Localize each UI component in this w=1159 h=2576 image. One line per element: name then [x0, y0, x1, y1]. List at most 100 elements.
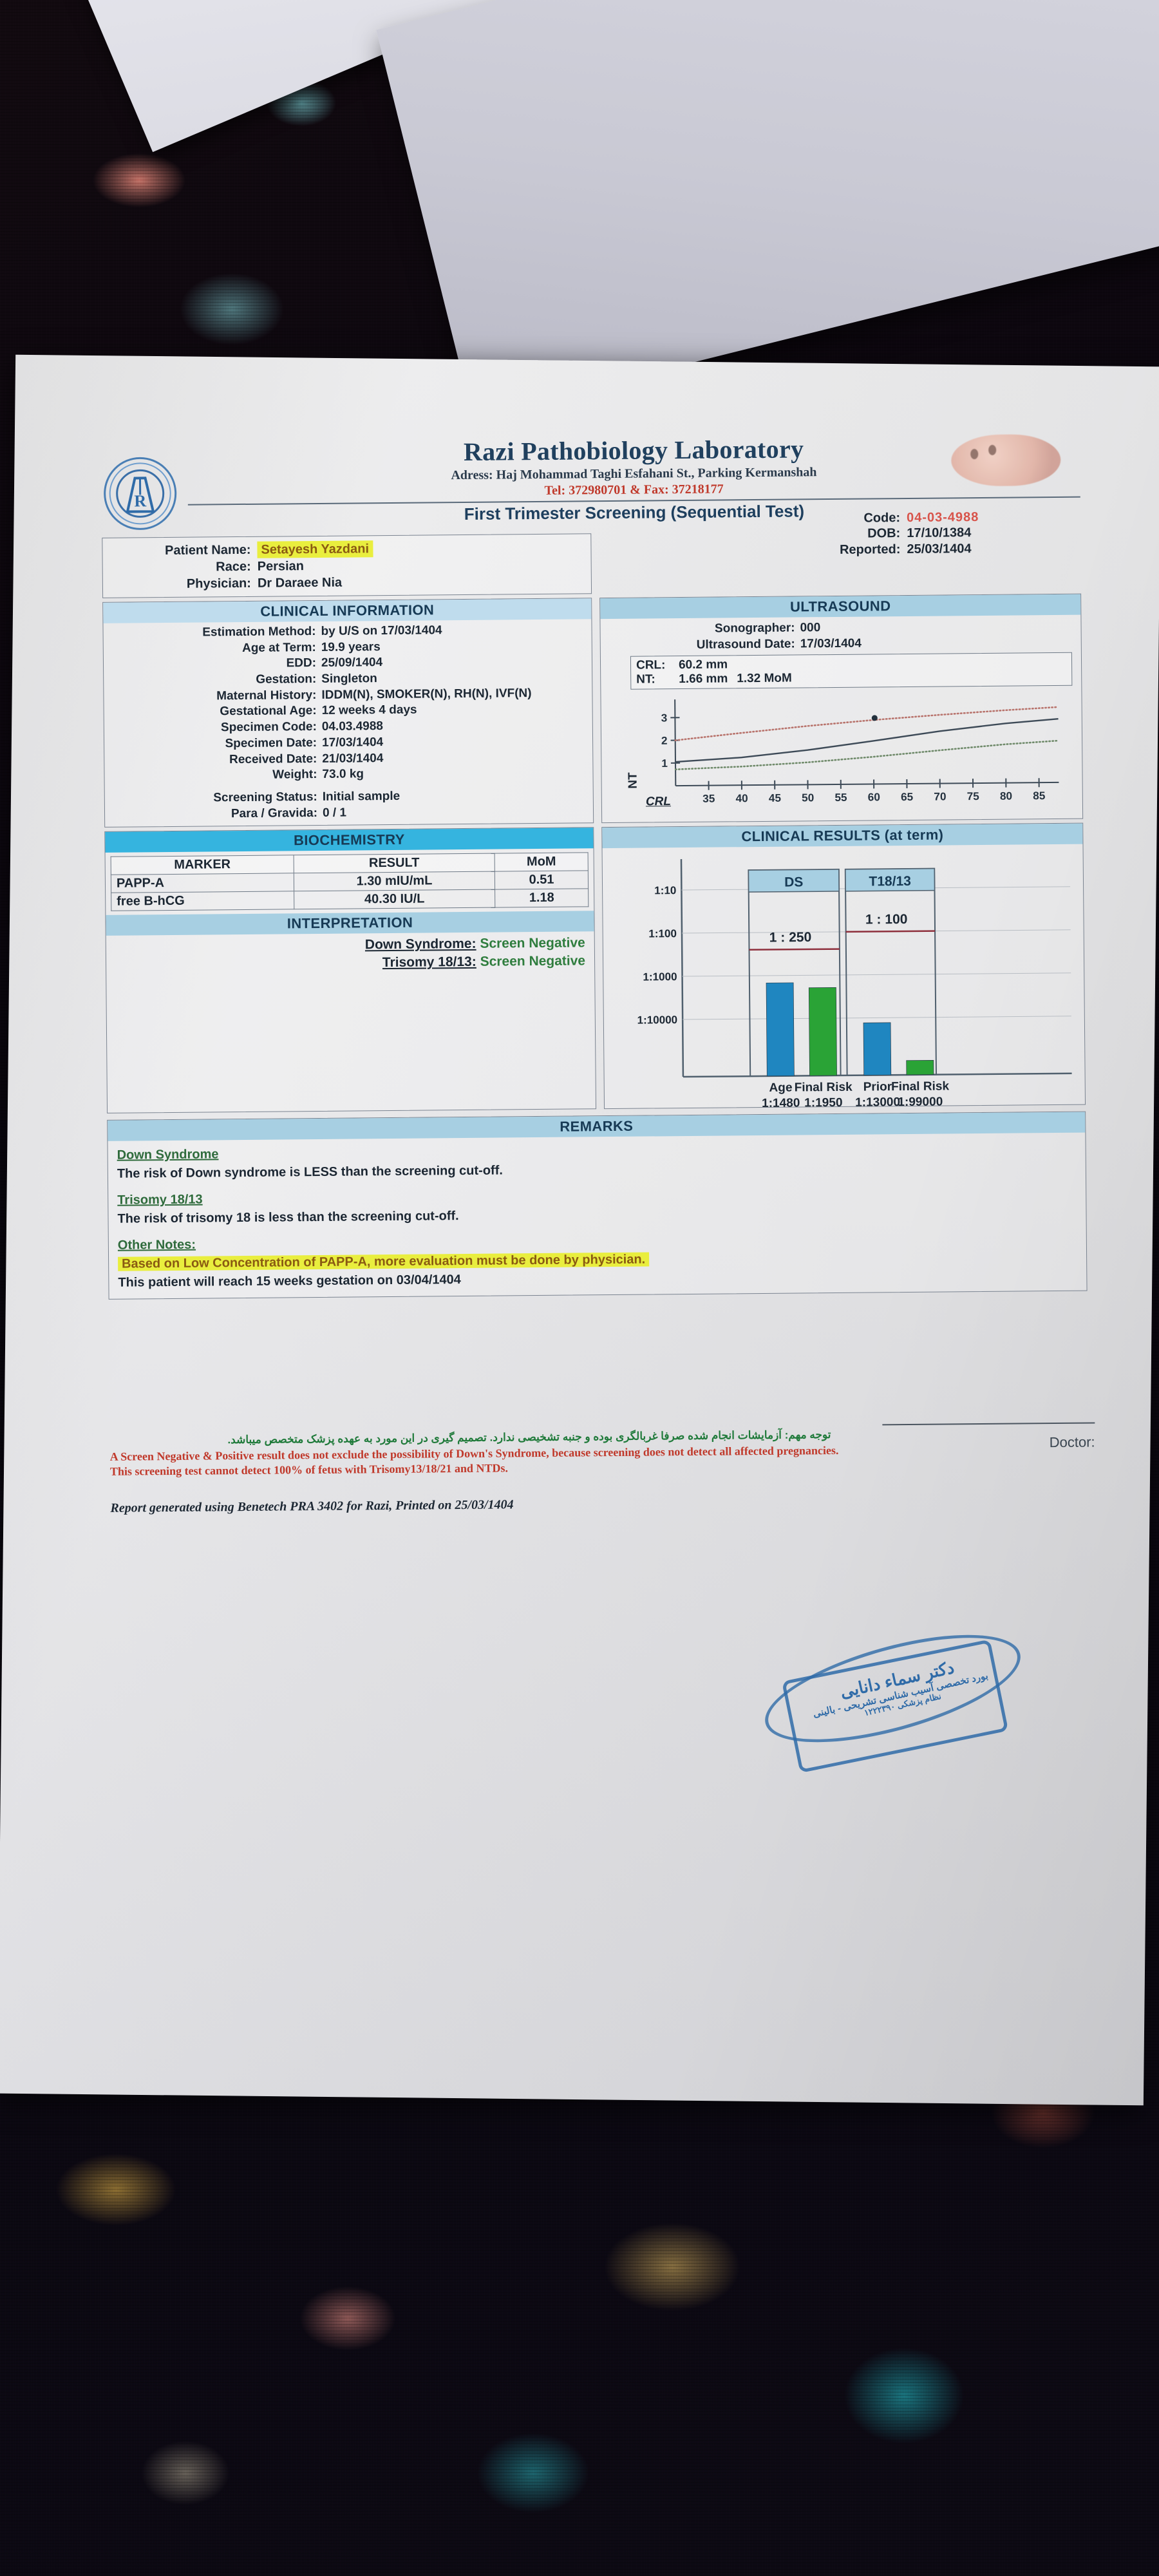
footer-generated-note: Report generated using Benetech PRA 3402… — [110, 1497, 514, 1516]
svg-text:1 : 250: 1 : 250 — [769, 930, 812, 945]
svg-text:60: 60 — [868, 791, 880, 804]
physician-value: Dr Daraee Nia — [257, 575, 343, 591]
specimen-code-value: 04.03.4988 — [321, 719, 384, 734]
clinical-results-header: CLINICAL RESULTS (at term) — [602, 823, 1083, 849]
interpretation-down-syndrome: Down Syndrome: Screen Negative — [115, 936, 585, 955]
age-at-term-value: 19.9 years — [321, 639, 381, 654]
para-gravida-value: 0 / 1 — [322, 806, 347, 820]
estimation-method-value: by U/S on 17/03/1404 — [321, 623, 442, 638]
svg-text:3: 3 — [661, 712, 668, 724]
gestational-age-label: Gestational Age: — [220, 704, 317, 719]
sonographer-value: 000 — [800, 621, 821, 635]
svg-text:85: 85 — [1033, 790, 1046, 802]
svg-text:1:1950: 1:1950 — [804, 1096, 842, 1110]
marker-result: 1.30 mIU/mL — [294, 871, 495, 892]
svg-text:2: 2 — [661, 735, 668, 747]
svg-text:DS: DS — [784, 875, 803, 890]
svg-text:45: 45 — [769, 792, 782, 804]
code-row: Code: 04-03-4988 — [804, 509, 1080, 527]
dob-value: 17/10/1384 — [907, 526, 972, 541]
specimen-date-value: 17/03/1404 — [321, 735, 384, 750]
svg-text:1:13000: 1:13000 — [855, 1095, 900, 1110]
gestational-age-value: 12 weeks 4 days — [321, 703, 417, 718]
nt-value: 1.66 mm — [679, 672, 728, 687]
nt-axis-label: NT — [626, 772, 640, 790]
ultrasound-meta: Sonographer: 000 Ultrasound Date: 17/03/14… — [600, 615, 1080, 654]
remarks-panel: REMARKS Down Syndrome The risk of Down s… — [107, 1111, 1088, 1300]
svg-text:Final Risk: Final Risk — [795, 1081, 853, 1095]
svg-text:1:10000: 1:10000 — [637, 1014, 678, 1027]
clinical-results-risk-chart: 1:10 1:100 1:1000 1:10000 DS 1 : 250 Age 1:1480… — [612, 847, 1079, 1110]
marker-mom: 1.18 — [495, 889, 589, 908]
biochemistry-table: MARKER RESULT MoM PAPP-A 1.30 mIU/mL 0.5… — [111, 853, 589, 911]
patient-race-value: Persian — [257, 559, 305, 574]
svg-text:1:10: 1:10 — [654, 884, 676, 896]
maternal-history-label: Maternal History: — [216, 688, 317, 703]
marker-name: free B-hCG — [111, 891, 294, 911]
svg-text:1:100: 1:100 — [648, 927, 677, 940]
code-value: 04-03-4988 — [906, 510, 979, 525]
specimen-date-label: Specimen Date: — [225, 735, 317, 751]
reported-value: 25/03/1404 — [907, 541, 972, 556]
edd-label: EDD: — [286, 656, 317, 670]
svg-text:35: 35 — [702, 793, 715, 805]
footer-english-disclaimer: A Screen Negative & Positive result does… — [109, 1444, 839, 1479]
remark-text-other-notes: Based on Low Concentration of PAPP-A, mo… — [118, 1252, 650, 1271]
patient-name-value: Setayesh Yazdani — [257, 540, 373, 558]
lab-report: R Razi Pathobiology Laboratory Adress: H… — [101, 428, 1095, 1774]
baby-photo — [950, 433, 1061, 487]
report-paper-sheet: R Razi Pathobiology Laboratory Adress: H… — [0, 354, 1159, 2106]
svg-text:55: 55 — [834, 791, 847, 804]
specimen-code-label: Specimen Code: — [220, 720, 317, 735]
received-date-label: Received Date: — [229, 752, 317, 766]
signature-line — [882, 1422, 1095, 1426]
dob-label: DOB: — [867, 526, 901, 541]
gestation-value: Singleton — [321, 672, 377, 686]
marker-result: 40.30 IU/L — [294, 889, 495, 910]
col-mom: MoM — [495, 853, 589, 872]
screening-status-label: Screening Status: — [213, 790, 317, 805]
svg-text:1 : 100: 1 : 100 — [865, 912, 908, 927]
crl-axis-label: CRL — [645, 795, 672, 809]
reported-label: Reported: — [839, 542, 901, 557]
doctor-signature-field: Doctor: — [882, 1422, 1095, 1453]
interpretation-trisomy: Trisomy 18/13: Screen Negative — [115, 954, 585, 973]
ultrasound-panel: ULTRASOUND Sonographer: 000 Ultrasound Da… — [599, 593, 1084, 824]
reported-row: Reported: 25/03/1404 — [804, 540, 1080, 558]
svg-text:T18/13: T18/13 — [869, 874, 911, 889]
svg-text:Final Risk: Final Risk — [891, 1080, 950, 1094]
svg-text:1:99000: 1:99000 — [898, 1095, 943, 1110]
sonographer-label: Sonographer: — [714, 621, 795, 636]
clinical-results-panel: CLINICAL RESULTS (at term) 1:10 1:100 1:10… — [601, 822, 1086, 1110]
col-result: RESULT — [293, 853, 495, 874]
clinical-and-ultrasound-row: CLINICAL INFORMATION Estimation Method: b… — [102, 593, 1084, 828]
svg-text:Prior: Prior — [863, 1080, 892, 1094]
physician-label: Physician: — [186, 576, 252, 591]
weight-label: Weight: — [272, 768, 317, 782]
marker-mom: 0.51 — [495, 871, 589, 890]
para-gravida-label: Para / Gravida: — [231, 806, 318, 820]
svg-text:1:1480: 1:1480 — [762, 1097, 800, 1110]
crl-label: CRL: — [636, 658, 666, 673]
age-at-term-label: Age at Term: — [241, 640, 316, 655]
crl-value: 60.2 mm — [678, 658, 728, 672]
lab-flask-roundel-logo-icon: R — [101, 455, 179, 533]
remarks-body: Down Syndrome The risk of Down syndrome … — [108, 1133, 1086, 1299]
interpretation-list: Down Syndrome: Screen Negative Trisomy 1… — [106, 931, 595, 992]
ultrasound-date-value: 17/03/1404 — [800, 636, 862, 651]
patient-physician-row: Physician: Dr Daraee Nia — [103, 572, 583, 593]
trisomy-label: Trisomy 18/13: — [382, 954, 476, 971]
svg-text:1: 1 — [661, 757, 668, 770]
svg-text:R: R — [134, 491, 146, 510]
svg-text:65: 65 — [901, 791, 914, 803]
patient-name-label: Patient Name: — [164, 542, 251, 558]
biochemistry-header: BIOCHEMISTRY — [105, 828, 594, 853]
code-label: Code: — [863, 511, 901, 526]
svg-text:80: 80 — [1000, 790, 1012, 802]
ultrasound-measurement-box: CRL: 60.2 mm NT: 1.66 mm 1.32 MoM — [630, 652, 1073, 690]
nt-vs-crl-chart: NT CRL 1 2 3 35 40 45 50 55 60 65 70 75 80 85 — [627, 692, 1071, 809]
clinical-information-panel: CLINICAL INFORMATION Estimation Method: b… — [102, 598, 594, 828]
svg-text:40: 40 — [735, 793, 748, 805]
received-date-value: 21/03/1404 — [322, 751, 384, 766]
gestation-label: Gestation: — [256, 672, 317, 687]
